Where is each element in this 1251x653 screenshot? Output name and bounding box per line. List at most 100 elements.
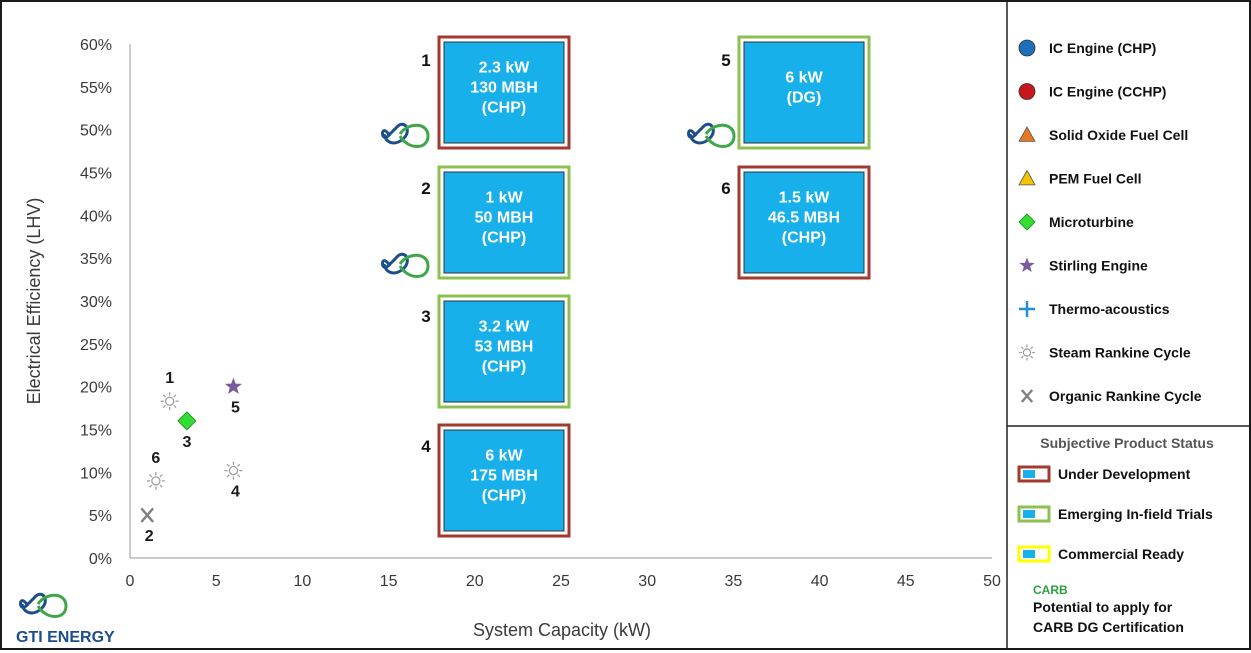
organic-rankine-cycle-legend-icon (1020, 389, 1034, 403)
thermo-acoustics-legend-icon (1019, 301, 1035, 317)
status-legend-label: Commercial Ready (1058, 546, 1184, 562)
box-text-line: 1.5 kW (779, 190, 831, 207)
box-number: 5 (721, 51, 730, 70)
x-tick-label: 30 (638, 573, 656, 590)
carb-note-line-1: Potential to apply for (1033, 599, 1173, 615)
box-text-line: 1 kW (485, 190, 523, 207)
point-label: 3 (182, 434, 191, 451)
y-tick-label: 20% (80, 380, 112, 397)
y-tick-label: 60% (80, 37, 112, 54)
x-tick-label: 0 (126, 573, 135, 590)
annotation-box-5: 6 kW (DG) 5 (687, 35, 871, 150)
status-legend-item: Under Development (1017, 465, 1191, 483)
legend-label: IC Engine (CHP) (1049, 40, 1156, 56)
box-number: 1 (421, 51, 430, 70)
box-fill (443, 300, 565, 403)
annotation-boxes: 2.3 kW 130 MBH (CHP) 1 1 kW 50 MBH (CHP) 2 3.2 k… (381, 35, 871, 538)
x-tick-label: 25 (552, 573, 570, 590)
box-text-line: (CHP) (482, 230, 526, 247)
status-legend: Under Development Emerging In-field Trial… (1017, 465, 1213, 563)
box-fill (743, 41, 865, 144)
ic-engine-chp-legend-icon (1018, 39, 1036, 57)
x-tick-label: 10 (294, 573, 312, 590)
legend-label: Thermo-acoustics (1049, 301, 1170, 317)
y-tick-label: 30% (80, 294, 112, 311)
box-text-line: 2.3 kW (479, 60, 531, 77)
y-tick-labels: 0% 5% 10% 15% 20% 25% 30% 35% 40% 45% 50% 55% 60% (80, 37, 112, 568)
point-label: 4 (231, 484, 240, 501)
x-tick-label: 5 (212, 573, 221, 590)
x-tick-label: 45 (897, 573, 915, 590)
point-label: 1 (165, 370, 174, 387)
y-tick-label: 10% (80, 465, 112, 482)
legend-label: Stirling Engine (1049, 258, 1148, 274)
organic-rankine-cycle-point (140, 507, 154, 523)
legend-label: Solid Oxide Fuel Cell (1049, 127, 1188, 143)
gti-logo-icon (19, 592, 68, 618)
y-tick-label: 5% (89, 508, 112, 525)
carb-tag: CARB (1033, 583, 1068, 597)
annotation-box-6: 1.5 kW 46.5 MBH (CHP) 6 (721, 165, 871, 280)
x-tick-label: 50 (983, 573, 1001, 590)
status-legend-title: Subjective Product Status (1040, 435, 1214, 451)
annotation-box-4: 6 kW 175 MBH (CHP) 4 (421, 423, 571, 538)
legend-label: Organic Rankine Cycle (1049, 388, 1202, 404)
y-tick-label: 0% (89, 551, 112, 568)
status-legend-item: Commercial Ready (1017, 545, 1184, 563)
y-tick-label: 55% (80, 80, 112, 97)
status-legend-label: Emerging In-field Trials (1058, 506, 1213, 522)
box-text-line: 6 kW (785, 70, 823, 87)
box-fill (743, 171, 865, 274)
stirling-engine-point (224, 377, 242, 394)
steam-rankine-cycle-point (146, 471, 165, 490)
box-text-line: (CHP) (482, 359, 526, 376)
carb-gti-logo-icon (687, 122, 736, 148)
x-tick-label: 15 (380, 573, 398, 590)
box-number: 6 (721, 179, 730, 198)
steam-rankine-cycle-point (224, 461, 243, 480)
x-tick-label: 40 (811, 573, 829, 590)
microturbine-point (177, 411, 197, 431)
carb-gti-logo-icon (381, 122, 430, 148)
box-fill (443, 171, 565, 274)
company-logo-text: GTI ENERGY (16, 629, 115, 646)
stirling-engine-legend-icon (1019, 257, 1035, 272)
data-points: 3 5 1 6 4 2 (140, 370, 243, 545)
box-text-line: (CHP) (482, 488, 526, 505)
ic-engine-cchp-legend-icon (1018, 83, 1036, 100)
point-label: 2 (145, 528, 154, 545)
box-text-line: (CHP) (482, 100, 526, 117)
annotation-box-3: 3.2 kW 53 MBH (CHP) 3 (421, 294, 571, 409)
solid-oxide-fuel-cell-legend-icon (1018, 126, 1036, 142)
box-text-line: 3.2 kW (479, 319, 531, 336)
status-legend-label: Under Development (1058, 466, 1191, 482)
box-text-line: 130 MBH (470, 80, 538, 97)
y-tick-label: 25% (80, 337, 112, 354)
legend-label: Microturbine (1049, 214, 1134, 230)
legend-label: IC Engine (CCHP) (1049, 84, 1166, 100)
x-tick-label: 20 (466, 573, 484, 590)
y-axis-title: Electrical Efficiency (LHV) (24, 198, 44, 405)
box-fill (443, 429, 565, 532)
box-number: 4 (421, 437, 431, 456)
carb-gti-logo-icon (381, 252, 430, 278)
y-tick-label: 40% (80, 208, 112, 225)
y-tick-label: 50% (80, 123, 112, 140)
annotation-box-2: 1 kW 50 MBH (CHP) 2 (381, 165, 571, 280)
box-text-line: (CHP) (782, 230, 826, 247)
y-tick-label: 35% (80, 251, 112, 268)
marker-legend: IC Engine (CHP) IC Engine (CCHP) Solid Oxi… (1018, 39, 1202, 404)
status-legend-item: Emerging In-field Trials (1017, 505, 1213, 523)
carb-note-line-2: CARB DG Certification (1033, 619, 1184, 635)
point-label: 5 (231, 400, 240, 417)
legend-label: PEM Fuel Cell (1049, 171, 1142, 187)
box-text-line: (DG) (787, 90, 822, 107)
x-axis-title: System Capacity (kW) (473, 620, 651, 640)
legend-label: Steam Rankine Cycle (1049, 345, 1191, 361)
box-fill (443, 41, 565, 144)
steam-rankine-cycle-legend-icon (1019, 344, 1035, 361)
y-tick-label: 15% (80, 423, 112, 440)
plot-axes (129, 44, 992, 559)
